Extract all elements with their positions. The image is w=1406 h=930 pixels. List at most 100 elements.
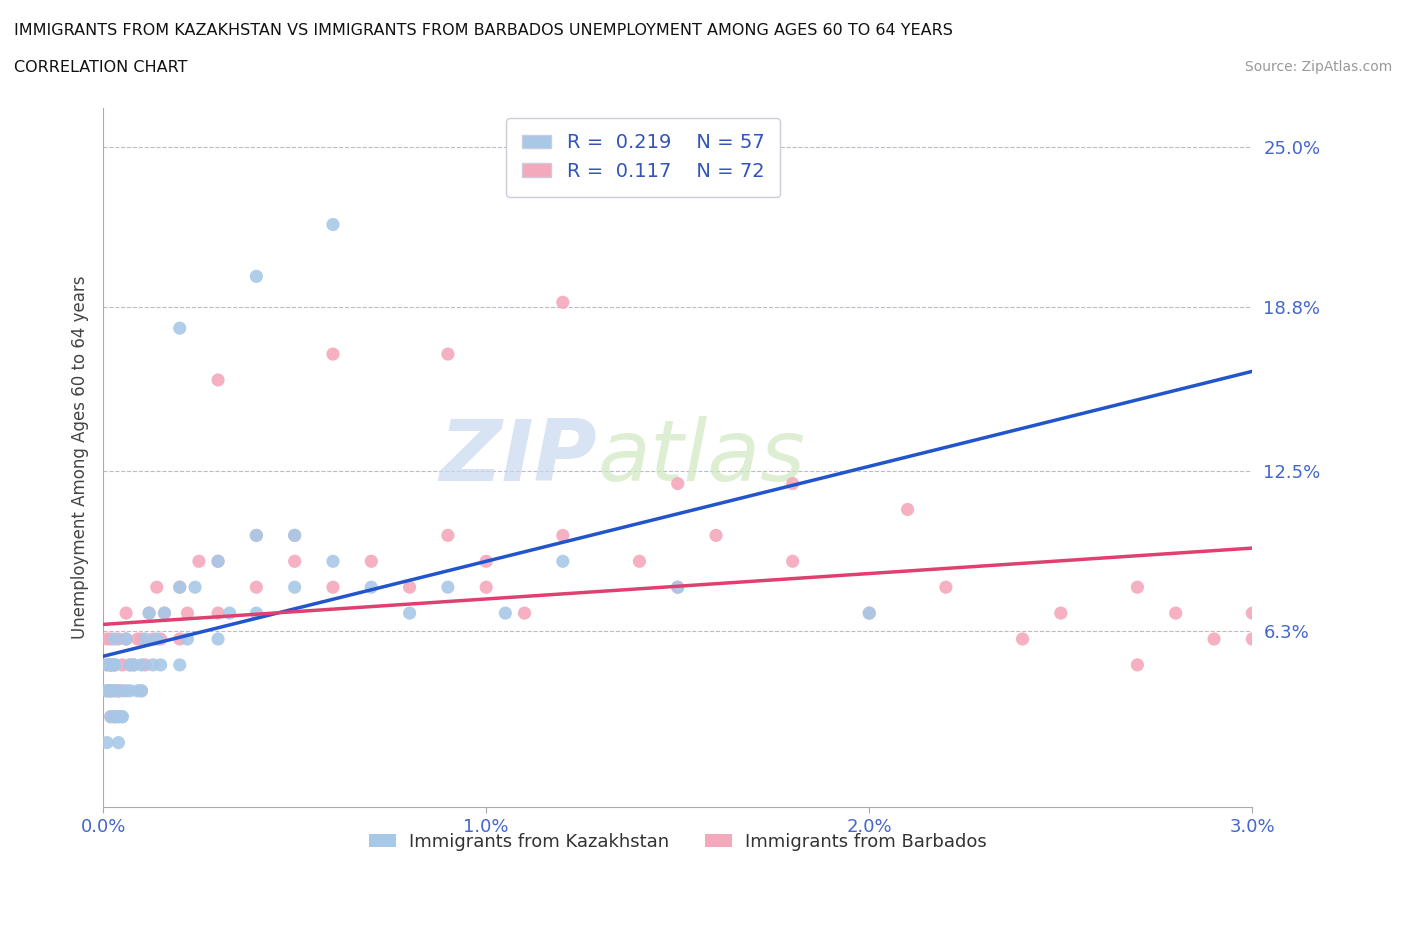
Point	[666, 579, 689, 594]
Text: ZIP: ZIP	[440, 417, 598, 499]
Point	[1126, 579, 1149, 594]
Point	[100, 658, 122, 672]
Point	[131, 658, 153, 672]
Point	[169, 321, 191, 336]
Point	[704, 528, 727, 543]
Point	[284, 528, 307, 543]
Point	[935, 579, 957, 594]
Point	[1126, 658, 1149, 672]
Point	[437, 579, 460, 594]
Point	[245, 579, 267, 594]
Point	[153, 605, 176, 620]
Point	[245, 528, 267, 543]
Point	[475, 579, 498, 594]
Point	[111, 710, 134, 724]
Point	[122, 658, 145, 672]
Point	[127, 631, 149, 646]
Point	[207, 554, 229, 569]
Point	[118, 658, 141, 672]
Point	[127, 684, 149, 698]
Point	[149, 658, 172, 672]
Point	[176, 605, 198, 620]
Point	[858, 605, 880, 620]
Point	[322, 217, 344, 232]
Point	[284, 528, 307, 543]
Point	[96, 658, 118, 672]
Point	[551, 528, 574, 543]
Point	[107, 684, 129, 698]
Point	[145, 579, 167, 594]
Point	[207, 373, 229, 388]
Point	[138, 605, 160, 620]
Point	[96, 658, 118, 672]
Point	[142, 658, 165, 672]
Point	[107, 684, 129, 698]
Point	[782, 476, 804, 491]
Point	[858, 605, 880, 620]
Text: Source: ZipAtlas.com: Source: ZipAtlas.com	[1244, 60, 1392, 74]
Point	[207, 554, 229, 569]
Point	[104, 710, 127, 724]
Point	[138, 605, 160, 620]
Point	[169, 658, 191, 672]
Point	[115, 605, 138, 620]
Point	[437, 528, 460, 543]
Point	[96, 684, 118, 698]
Point	[494, 605, 516, 620]
Point	[104, 710, 127, 724]
Point	[107, 735, 129, 750]
Point	[149, 631, 172, 646]
Point	[111, 684, 134, 698]
Point	[1241, 605, 1264, 620]
Point	[115, 631, 138, 646]
Point	[513, 605, 536, 620]
Point	[104, 658, 127, 672]
Point	[100, 631, 122, 646]
Point	[153, 605, 176, 620]
Point	[322, 347, 344, 362]
Point	[1202, 631, 1225, 646]
Point	[100, 658, 122, 672]
Point	[322, 579, 344, 594]
Point	[245, 528, 267, 543]
Point	[122, 658, 145, 672]
Point	[666, 579, 689, 594]
Point	[100, 710, 122, 724]
Point	[96, 735, 118, 750]
Point	[169, 579, 191, 594]
Point	[184, 579, 207, 594]
Y-axis label: Unemployment Among Ages 60 to 64 years: Unemployment Among Ages 60 to 64 years	[72, 276, 89, 640]
Point	[398, 605, 420, 620]
Point	[207, 631, 229, 646]
Point	[100, 684, 122, 698]
Point	[107, 710, 129, 724]
Point	[207, 605, 229, 620]
Text: CORRELATION CHART: CORRELATION CHART	[14, 60, 187, 75]
Point	[142, 631, 165, 646]
Point	[284, 579, 307, 594]
Point	[115, 684, 138, 698]
Point	[111, 710, 134, 724]
Point	[897, 502, 920, 517]
Point	[104, 658, 127, 672]
Point	[107, 710, 129, 724]
Point	[360, 554, 382, 569]
Point	[398, 579, 420, 594]
Point	[134, 658, 156, 672]
Point	[100, 658, 122, 672]
Point	[104, 631, 127, 646]
Point	[100, 684, 122, 698]
Point	[131, 684, 153, 698]
Point	[169, 579, 191, 594]
Point	[96, 631, 118, 646]
Point	[100, 658, 122, 672]
Point	[131, 631, 153, 646]
Point	[131, 684, 153, 698]
Point	[284, 554, 307, 569]
Point	[107, 631, 129, 646]
Point	[218, 605, 240, 620]
Point	[115, 631, 138, 646]
Point	[104, 658, 127, 672]
Point	[96, 684, 118, 698]
Point	[245, 269, 267, 284]
